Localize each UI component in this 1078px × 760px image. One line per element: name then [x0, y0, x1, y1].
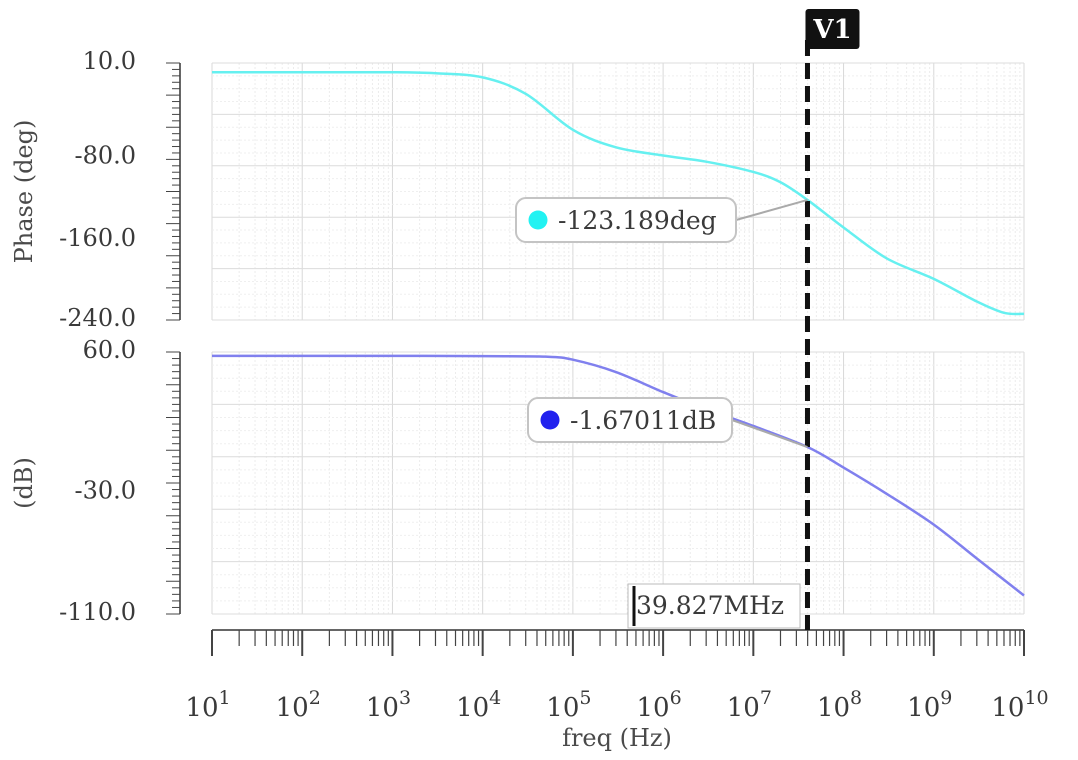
- x-tick-exponent: 5: [579, 687, 591, 709]
- x-axis-title: freq (Hz): [562, 724, 672, 752]
- x-tick-base: 10: [276, 693, 309, 723]
- x-tick-exponent: 10: [1024, 687, 1048, 709]
- cursor-freq-label: 39.827MHz: [636, 591, 784, 620]
- axis-labels: Phase (deg) (dB) freq (Hz): [10, 120, 672, 752]
- y-tick-label: 60.0: [83, 336, 136, 364]
- x-tick-exponent: 8: [850, 687, 862, 709]
- x-tick-label: 102: [276, 687, 321, 723]
- y-tick-label: -240.0: [59, 304, 136, 332]
- x-tick-base: 10: [366, 693, 399, 723]
- x-tick-base: 10: [456, 693, 489, 723]
- y-axis-title-magnitude: (dB): [10, 457, 38, 509]
- x-tick-base: 10: [817, 693, 850, 723]
- y-tick-label: -110.0: [59, 598, 136, 626]
- y-axis-title-phase: Phase (deg): [10, 120, 38, 264]
- marker-bubble-magnitude: [527, 397, 733, 443]
- x-tick-label: 106: [637, 687, 682, 723]
- x-tick-exponent: 1: [219, 687, 231, 709]
- x-tick-base: 10: [727, 693, 760, 723]
- x-tick-exponent: 9: [940, 687, 952, 709]
- x-tick-base: 10: [637, 693, 670, 723]
- y-tick-label: 10.0: [83, 47, 136, 75]
- y-tick-label: -30.0: [74, 477, 136, 505]
- cursor-readouts: -123.189deg -1.67011dB: [515, 197, 808, 448]
- x-tick-base: 10: [185, 693, 218, 723]
- marker-label-magnitude: -1.67011dB: [570, 406, 716, 435]
- x-tick-label: 103: [366, 687, 411, 723]
- x-tick-exponent: 7: [760, 687, 772, 709]
- series-lines: [212, 70, 1025, 597]
- cursor-v1[interactable]: V1 39.827MHz: [627, 9, 860, 630]
- grid: [211, 62, 1025, 615]
- x-tick-label: 109: [907, 687, 952, 723]
- series-line-phase: [212, 70, 1025, 316]
- marker-dot-phase: [528, 210, 548, 230]
- x-tick-base: 10: [907, 693, 940, 723]
- x-axis: 101 102 103 104 105 106 107 108 109 1010: [185, 629, 1049, 723]
- x-tick-exponent: 6: [670, 687, 682, 709]
- series-line-magnitude: [212, 354, 1025, 597]
- x-tick-base: 10: [546, 693, 579, 723]
- y-tick-label: -80.0: [74, 142, 136, 170]
- marker-label-phase: -123.189deg: [558, 206, 717, 235]
- marker-dot-magnitude: [540, 410, 560, 430]
- marker-leader-phase: [735, 198, 808, 221]
- x-tick-label: 108: [817, 687, 862, 723]
- x-tick-label: 105: [546, 687, 591, 723]
- x-tick-exponent: 2: [309, 687, 321, 709]
- y-tick-label: -160.0: [59, 224, 136, 252]
- x-tick-base: 10: [991, 693, 1024, 723]
- y-axes: 10.0 -80.0 -160.0 -240.0 60.0 -30.0 -110.0: [59, 47, 181, 626]
- marker-bubble-phase: [515, 197, 737, 243]
- x-tick-label: 107: [727, 687, 772, 723]
- cursor-name: V1: [812, 15, 851, 45]
- cursor-tag[interactable]: [805, 9, 860, 49]
- marker-leader-magnitude: [731, 419, 808, 448]
- x-tick-label: 101: [185, 687, 230, 723]
- x-tick-label: 1010: [991, 687, 1048, 723]
- cursor-freq-box: [627, 583, 801, 629]
- x-tick-exponent: 4: [489, 687, 501, 709]
- x-tick-label: 104: [456, 687, 501, 723]
- x-tick-exponent: 3: [399, 687, 411, 709]
